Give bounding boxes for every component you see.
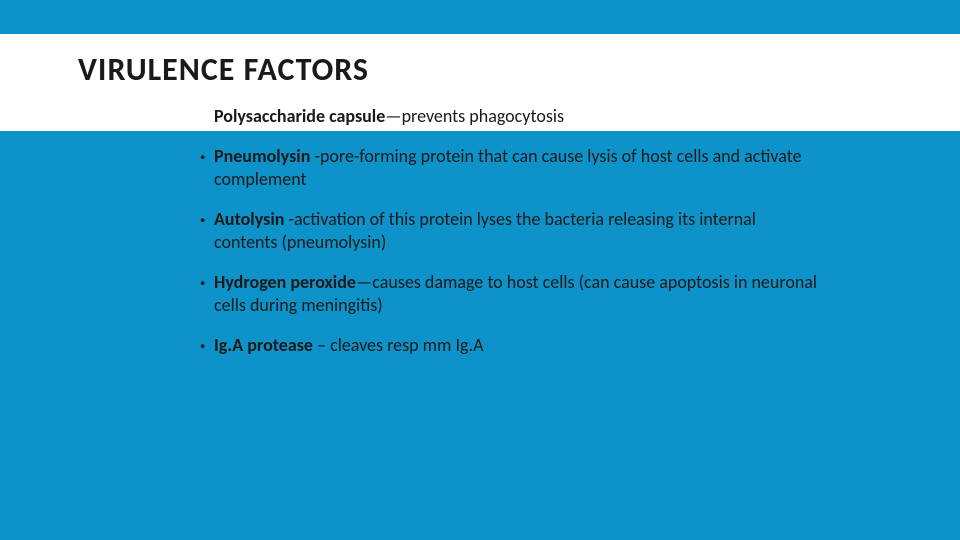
slide-title: VIRULENCE FACTORS — [0, 34, 960, 103]
body-area: Pneumolysin -pore-forming protein that c… — [0, 131, 960, 357]
bullet-bold: Autolysin — [214, 208, 288, 230]
bullet-bold: Ig.A protease — [214, 334, 317, 356]
bullet-item: Ig.A protease – cleaves resp mm Ig.A — [214, 334, 820, 357]
lead-line: Polysaccharide capsule—prevents phagocyt… — [0, 103, 960, 131]
bullet-bold: Hydrogen peroxide — [214, 271, 356, 293]
slide: VIRULENCE FACTORS Polysaccharide capsule… — [0, 0, 960, 540]
lead-bold: Polysaccharide capsule — [214, 105, 385, 127]
bullet-rest: – cleaves resp mm Ig.A — [317, 334, 484, 356]
bullet-item: Hydrogen peroxide—causes damage to host … — [214, 271, 820, 316]
bullet-list: Pneumolysin -pore-forming protein that c… — [0, 131, 880, 357]
bullet-item: Pneumolysin -pore-forming protein that c… — [214, 145, 820, 190]
bullet-item: Autolysin -activation of this protein ly… — [214, 208, 820, 253]
bullet-rest: -activation of this protein lyses the ba… — [214, 208, 756, 253]
lead-rest: —prevents phagocytosis — [385, 105, 564, 127]
bullet-bold: Pneumolysin — [214, 145, 314, 167]
top-accent-bar — [0, 0, 960, 34]
